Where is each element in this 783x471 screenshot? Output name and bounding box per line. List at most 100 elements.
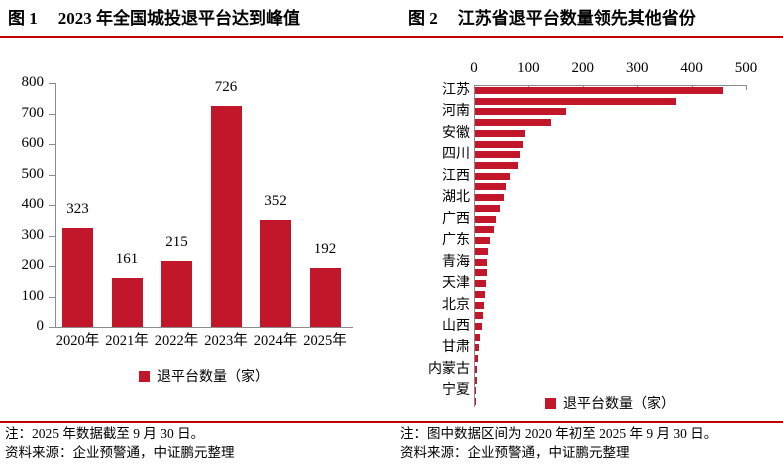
figure2-number: 图 2 bbox=[408, 9, 438, 28]
y-axis-tick bbox=[49, 113, 55, 115]
y-category-label: 山西 bbox=[442, 319, 470, 335]
bar bbox=[475, 129, 526, 137]
bar bbox=[475, 237, 491, 245]
bar bbox=[475, 97, 677, 105]
bar bbox=[475, 226, 495, 234]
bar-value-label: 323 bbox=[66, 201, 89, 218]
y-category-label: 广东 bbox=[442, 233, 470, 249]
y-axis-tick bbox=[49, 327, 55, 328]
y-tick-label: 400 bbox=[21, 196, 45, 212]
figure2-title: 图 2 江苏省退平台数量领先其他省份 bbox=[408, 7, 696, 31]
y-axis-tick bbox=[49, 266, 55, 267]
figure2-legend: 退平台数量（家） bbox=[474, 393, 746, 413]
figure1-heading: 2023 年全国城投退平台达到峰值 bbox=[57, 9, 300, 28]
bar bbox=[475, 376, 477, 384]
figure1-title: 图 1 2023 年全国城投退平台达到峰值 bbox=[8, 7, 300, 31]
legend-swatch-icon bbox=[139, 370, 150, 382]
y-tick-label: 0 bbox=[36, 318, 45, 334]
x-tick-label: 400 bbox=[680, 60, 703, 76]
bar bbox=[475, 258, 487, 266]
bar bbox=[475, 215, 496, 223]
y-axis-line bbox=[474, 85, 475, 407]
y-category-label: 河南 bbox=[442, 104, 470, 120]
x-category-label: 2023年 bbox=[204, 333, 248, 349]
bar bbox=[475, 172, 510, 180]
bar bbox=[475, 301, 484, 309]
x-tick-label: 100 bbox=[517, 60, 540, 76]
x-axis-tick bbox=[637, 86, 639, 90]
y-category-label: 江苏 bbox=[442, 82, 470, 98]
title-divider-rule bbox=[0, 36, 783, 38]
notes-divider-rule bbox=[0, 421, 783, 423]
figure1-note-line: 注：2025 年数据截至 9 月 30 日。 bbox=[5, 426, 205, 441]
figure1-legend-label: 退平台数量（家） bbox=[157, 370, 269, 385]
bar bbox=[475, 333, 481, 341]
figure2-notes: 注：图中数据区间为 2020 年初至 2025 年 9 月 30 日。 资料来源… bbox=[400, 424, 717, 462]
y-category-label: 青海 bbox=[442, 254, 470, 270]
bar bbox=[475, 344, 480, 352]
y-category-label: 湖北 bbox=[442, 190, 470, 206]
bar-value-label: 192 bbox=[313, 241, 337, 258]
bar-value-label: 352 bbox=[264, 192, 287, 209]
y-tick-label: 800 bbox=[21, 74, 45, 90]
figure2-source-line: 资料来源：企业预警通，中证鹏元整理 bbox=[400, 445, 630, 460]
x-axis-tick bbox=[582, 86, 584, 90]
figure1-notes: 注：2025 年数据截至 9 月 30 日。 资料来源：企业预警通，中证鹏元整理 bbox=[5, 424, 235, 462]
y-category-label: 安徽 bbox=[442, 125, 470, 141]
bar bbox=[475, 194, 504, 202]
y-tick-label: 500 bbox=[21, 165, 45, 182]
x-category-label: 2024年 bbox=[253, 333, 298, 349]
y-axis-tick bbox=[49, 205, 55, 206]
bar bbox=[475, 312, 484, 320]
x-tick-label: 0 bbox=[470, 60, 478, 76]
bar-value-label: 726 bbox=[214, 78, 238, 95]
bar bbox=[161, 261, 192, 327]
y-axis-tick bbox=[49, 174, 55, 176]
x-category-label: 2021年 bbox=[105, 333, 149, 349]
bar bbox=[475, 151, 521, 159]
y-category-label: 四川 bbox=[442, 147, 470, 163]
y-tick-label: 700 bbox=[21, 104, 45, 121]
figure2-note-line: 注：图中数据区间为 2020 年初至 2025 年 9 月 30 日。 bbox=[400, 426, 718, 441]
y-tick-label: 300 bbox=[21, 226, 45, 243]
figure1-legend: 退平台数量（家） bbox=[55, 366, 353, 386]
bar bbox=[475, 280, 487, 288]
x-category-label: 2025年 bbox=[303, 333, 347, 349]
bar bbox=[475, 119, 552, 127]
y-axis-tick bbox=[49, 296, 55, 298]
x-axis-tick bbox=[528, 86, 530, 90]
bar bbox=[111, 277, 143, 327]
x-category-label: 2020年 bbox=[55, 333, 100, 349]
bar bbox=[309, 268, 341, 327]
bar-value-label: 215 bbox=[165, 234, 188, 251]
y-tick-label: 100 bbox=[21, 287, 45, 304]
figure2-heading: 江苏省退平台数量领先其他省份 bbox=[457, 9, 696, 28]
bar bbox=[475, 355, 478, 363]
bar bbox=[475, 365, 478, 373]
x-axis-tick bbox=[691, 86, 693, 90]
x-category-label: 2022年 bbox=[154, 333, 199, 349]
bar bbox=[475, 323, 482, 331]
y-axis-tick bbox=[49, 83, 55, 84]
bar bbox=[475, 247, 488, 255]
y-category-label: 广西 bbox=[442, 211, 470, 227]
bar bbox=[475, 86, 723, 94]
y-category-label: 宁夏 bbox=[442, 383, 470, 399]
y-axis-tick bbox=[49, 235, 55, 237]
y-category-label: 北京 bbox=[442, 297, 470, 313]
legend-swatch-icon bbox=[545, 397, 556, 409]
bar bbox=[475, 269, 487, 277]
y-category-label: 内蒙古 bbox=[428, 361, 470, 377]
x-tick-label: 300 bbox=[625, 60, 649, 76]
bar bbox=[475, 290, 485, 298]
bar bbox=[475, 204, 501, 212]
bar bbox=[210, 105, 242, 327]
x-axis-line bbox=[55, 327, 353, 328]
figure1-source-line: 资料来源：企业预警通，中证鹏元整理 bbox=[5, 445, 235, 460]
bar bbox=[260, 219, 291, 327]
x-tick-label: 500 bbox=[734, 60, 758, 76]
x-tick-label: 200 bbox=[571, 60, 595, 76]
bar bbox=[62, 228, 93, 327]
y-category-label: 天津 bbox=[442, 276, 470, 292]
